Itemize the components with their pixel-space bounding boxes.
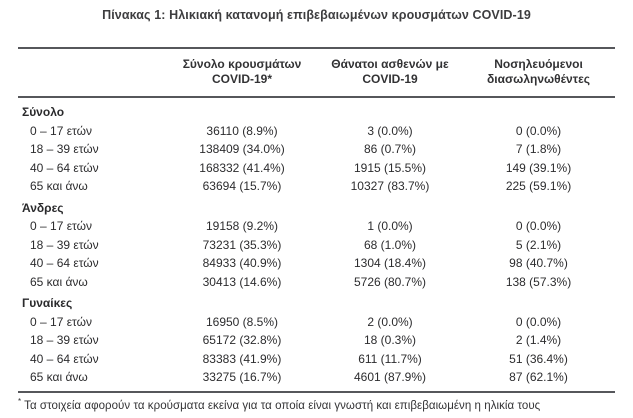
age-group-label: 0 – 17 ετών: [30, 123, 92, 138]
value-cell: 138409 (34.0%): [199, 142, 285, 157]
age-group-label: 40 – 64 ετών: [30, 256, 99, 271]
value-cell: 0 (0.0%): [515, 219, 562, 234]
section-header-row: Σύνολο: [18, 103, 615, 122]
covid-age-table: Σύνολο κρουσμάτων COVID-19* Θάνατοι ασθε…: [18, 47, 615, 393]
page-title: Πίνακας 1: Ηλικιακή κατανομή επιβεβαιωμέ…: [102, 8, 531, 22]
column-header-empty: [18, 57, 166, 87]
value-cell: 2 (1.4%): [515, 333, 562, 348]
value-cell: 611 (11.7%): [358, 351, 422, 366]
table-row: 40 – 64 ετών 83383 (41.9%) 611 (11.7%) 51 (…: [18, 350, 615, 369]
age-group-label: 0 – 17 ετών: [30, 314, 92, 329]
value-cell: 138 (57.3%): [505, 274, 572, 289]
column-header-deaths: Θάνατοι ασθενών με COVID-19: [318, 57, 462, 87]
section-header-row: Γυναίκες: [18, 294, 615, 313]
value-cell: 87 (62.1%): [509, 370, 568, 385]
table-body: Σύνολο 0 – 17 ετών 36110 (8.9%) 3 (0.0%) 0 (…: [18, 98, 615, 393]
value-cell: 86 (0.7%): [363, 142, 417, 157]
value-cell: 36110 (8.9%): [206, 123, 278, 138]
age-group-label: 65 και άνω: [30, 274, 88, 289]
table-header-row: Σύνολο κρουσμάτων COVID-19* Θάνατοι ασθε…: [18, 47, 615, 98]
value-cell: 16950 (8.5%): [205, 314, 279, 329]
value-cell: 3 (0.0%): [367, 123, 413, 138]
value-cell: 1304 (18.4%): [353, 256, 427, 271]
table-row: 65 και άνω 30413 (14.6%) 5726 (80.7%) 138 (…: [18, 273, 615, 292]
table-row: 18 – 39 ετών 138409 (34.0%) 86 (0.7%) 7 (1.…: [18, 140, 615, 159]
age-group-label: 40 – 64 ετών: [30, 160, 99, 175]
value-cell: 83383 (41.9%): [202, 351, 282, 366]
value-cell: 0 (0.0%): [515, 123, 562, 138]
value-cell: 10327 (83.7%): [350, 179, 430, 194]
value-cell: 225 (59.1%): [505, 179, 572, 194]
value-cell: 5726 (80.7%): [353, 274, 427, 289]
section-label: Άνδρες: [22, 200, 64, 215]
value-cell: 5 (2.1%): [515, 237, 562, 252]
table-row: 0 – 17 ετών 36110 (8.9%) 3 (0.0%) 0 (0.0%): [18, 122, 615, 141]
value-cell: 65172 (32.8%): [202, 333, 282, 348]
table-row: 40 – 64 ετών 84933 (40.9%) 1304 (18.4%) 98 …: [18, 254, 615, 273]
age-group-label: 40 – 64 ετών: [30, 351, 99, 366]
table-row: 0 – 17 ετών 19158 (9.2%) 1 (0.0%) 0 (0.0%): [18, 217, 615, 236]
table-row: 40 – 64 ετών 168332 (41.4%) 1915 (15.5%) 14…: [18, 159, 615, 178]
value-cell: 73231 (35.3%): [202, 237, 282, 252]
table-row: 0 – 17 ετών 16950 (8.5%) 2 (0.0%) 0 (0.0%): [18, 313, 615, 332]
column-header-line: COVID-19*: [211, 72, 273, 86]
column-header-line: COVID-19: [362, 72, 418, 86]
value-cell: 149 (39.1%): [505, 160, 572, 175]
age-group-label: 0 – 17 ετών: [30, 219, 92, 234]
value-cell: 30413 (14.6%): [202, 274, 282, 289]
value-cell: 51 (36.4%): [509, 351, 568, 366]
section-label: Γυναίκες: [22, 296, 73, 311]
column-header-line: Σύνολο κρουσμάτων: [182, 57, 302, 71]
section-label: Σύνολο: [22, 105, 65, 120]
column-header-intubated: Νοσηλευόμενοι διασωληνωθέντες: [462, 57, 615, 87]
age-group-label: 18 – 39 ετών: [30, 333, 99, 348]
age-group-label: 65 και άνω: [30, 179, 88, 194]
value-cell: 19158 (9.2%): [205, 219, 279, 234]
value-cell: 63694 (15.7%): [202, 179, 282, 194]
table-row: 65 και άνω 33275 (16.7%) 4601 (87.9%) 87 (6…: [18, 368, 615, 387]
table-row: 18 – 39 ετών 73231 (35.3%) 68 (1.0%) 5 (2.1…: [18, 236, 615, 255]
value-cell: 1 (0.0%): [367, 219, 413, 234]
column-header-line: διασωληνωθέντες: [486, 72, 590, 86]
value-cell: 33275 (16.7%): [202, 370, 282, 385]
footnote: * Τα στοιχεία αφορούν τα κρούσματα εκείνα…: [18, 397, 633, 412]
value-cell: 68 (1.0%): [363, 237, 417, 252]
footnote-text: Τα στοιχεία αφορούν τα κρούσματα εκείνα …: [24, 399, 541, 412]
column-header-line: Θάνατοι ασθενών με: [331, 57, 449, 71]
value-cell: 84933 (40.9%): [202, 256, 282, 271]
table-row: 18 – 39 ετών 65172 (32.8%) 18 (0.3%) 2 (1.4…: [18, 331, 615, 350]
age-group-label: 65 και άνω: [30, 370, 88, 385]
footnote-marker: *: [18, 396, 22, 406]
value-cell: 0 (0.0%): [515, 314, 562, 329]
value-cell: 4601 (87.9%): [353, 370, 427, 385]
value-cell: 2 (0.0%): [367, 314, 413, 329]
column-header-line: Νοσηλευόμενοι: [494, 57, 583, 71]
value-cell: 1915 (15.5%): [353, 160, 427, 175]
age-group-label: 18 – 39 ετών: [30, 142, 99, 157]
table-row: 65 και άνω 63694 (15.7%) 10327 (83.7%) 225 …: [18, 177, 615, 196]
age-group-label: 18 – 39 ετών: [30, 237, 99, 252]
value-cell: 18 (0.3%): [363, 333, 417, 348]
value-cell: 168332 (41.4%): [199, 160, 285, 175]
column-header-total-cases: Σύνολο κρουσμάτων COVID-19*: [166, 57, 318, 87]
value-cell: 7 (1.8%): [515, 142, 562, 157]
value-cell: 98 (40.7%): [509, 256, 568, 271]
section-header-row: Άνδρες: [18, 199, 615, 218]
